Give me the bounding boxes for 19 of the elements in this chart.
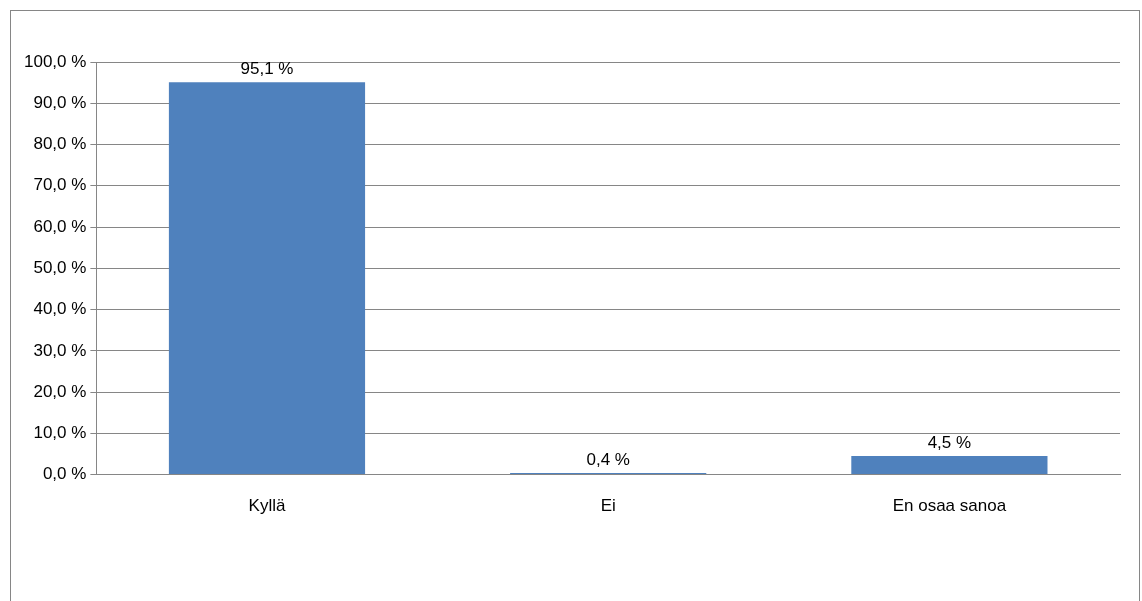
y-tick-label: 80,0 % <box>33 134 87 154</box>
x-tick-label: En osaa sanoa <box>892 496 1007 516</box>
bar <box>168 82 366 475</box>
x-tick-label: Kyllä <box>248 496 286 516</box>
bar <box>851 456 1048 475</box>
y-tick-label: 90,0 % <box>33 92 87 112</box>
data-label: 4,5 % <box>927 433 972 453</box>
y-tick-label: 10,0 % <box>33 423 87 443</box>
x-tick-label: Ei <box>600 496 616 516</box>
y-tick-label: 50,0 % <box>33 257 87 277</box>
data-label: 0,4 % <box>586 450 630 470</box>
y-tick-label: 60,0 % <box>33 216 87 236</box>
y-tick-label: 30,0 % <box>33 340 87 360</box>
y-tick-label: 0,0 % <box>42 464 87 484</box>
y-tick-label: 70,0 % <box>33 175 87 195</box>
y-tick-label: 40,0 % <box>33 299 87 319</box>
y-tick-label: 20,0 % <box>33 381 87 401</box>
y-tick-label: 100,0 % <box>23 51 87 71</box>
data-label: 95,1 % <box>240 59 294 79</box>
